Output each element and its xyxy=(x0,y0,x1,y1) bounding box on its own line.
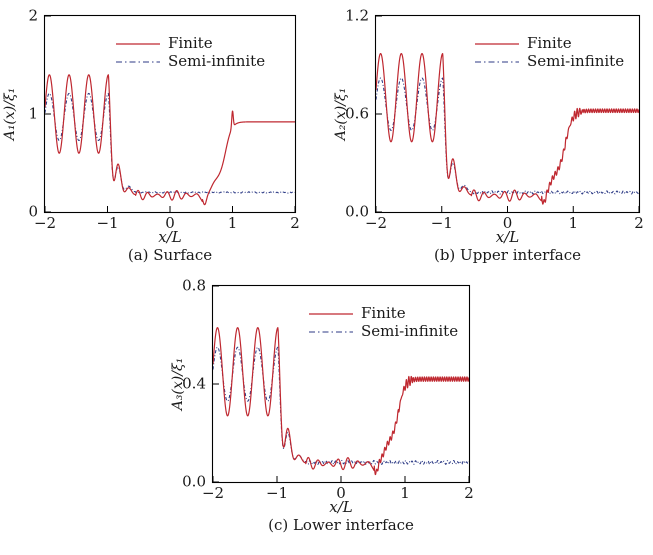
y-tick-label: 0.0 xyxy=(182,472,206,491)
x-axis-label: x/L xyxy=(329,498,353,516)
plot-frame xyxy=(374,14,641,214)
panel-upper-interface: A₂(x)/ξ₁ x/L (b) Upper interface Finite … xyxy=(330,0,653,270)
x-tick-label: 1 xyxy=(400,484,410,502)
semi-infinite-line-swatch xyxy=(116,60,160,63)
y-tick-label: 0.6 xyxy=(345,104,369,123)
legend-label-finite: Finite xyxy=(361,304,406,322)
x-tick-label: −1 xyxy=(96,214,119,232)
x-tick-label: −2 xyxy=(364,214,388,232)
x-tick-label: 2 xyxy=(634,214,644,232)
y-tick-label: 0.4 xyxy=(182,374,206,393)
y-tick-label: 2 xyxy=(28,6,38,25)
legend: Finite Semi-infinite xyxy=(474,35,624,70)
x-tick-label: 0 xyxy=(336,484,346,502)
series-semi-infinite-line xyxy=(45,92,295,194)
x-axis-label: x/L xyxy=(158,228,182,246)
y-tick-label: 1.2 xyxy=(345,6,369,25)
legend: Finite Semi-infinite xyxy=(308,305,458,340)
x-tick-label: 2 xyxy=(464,484,474,502)
series-finite-line xyxy=(45,74,295,206)
y-tick-label: 0 xyxy=(28,202,38,221)
chart-caption: (b) Upper interface xyxy=(433,246,582,264)
y-tick-label: 1 xyxy=(28,104,38,123)
chart-caption: (a) Surface xyxy=(127,246,213,264)
series-semi-infinite-line xyxy=(213,346,469,465)
y-tick-label: 0.0 xyxy=(345,202,369,221)
legend-label-finite: Finite xyxy=(527,34,572,52)
legend-item-finite: Finite xyxy=(474,35,624,52)
x-tick-label: 0 xyxy=(165,214,175,232)
x-tick-label: −2 xyxy=(201,484,225,502)
x-tick-label: 1 xyxy=(227,214,238,232)
legend-label-semi-infinite: Semi-infinite xyxy=(527,52,625,70)
semi-infinite-line-swatch xyxy=(309,330,353,333)
x-axis-label: x/L xyxy=(495,228,520,246)
legend-item-finite: Finite xyxy=(308,305,458,322)
x-tick-label: −2 xyxy=(33,214,57,232)
finite-line-swatch xyxy=(475,42,519,45)
x-tick-label: 1 xyxy=(568,214,579,232)
legend-label-semi-infinite: Semi-infinite xyxy=(361,322,459,340)
plot-area-surface xyxy=(43,14,297,214)
legend-label-semi-infinite: Semi-infinite xyxy=(168,52,266,70)
x-tick-label: 2 xyxy=(290,214,300,232)
semi-infinite-line-swatch xyxy=(475,60,519,63)
finite-line-swatch xyxy=(309,312,353,315)
legend-label-finite: Finite xyxy=(168,34,213,52)
legend-item-semi-infinite: Semi-infinite xyxy=(115,53,265,70)
plot-area-upper-interface xyxy=(374,14,641,214)
x-tick-label: −1 xyxy=(430,214,453,232)
panel-surface: A₁(x)/ξ₁ x/L (a) Surface Finite Semi-inf… xyxy=(0,0,330,270)
panel-lower-interface: A₃(x)/ξ₁ x/L (c) Lower interface Finite … xyxy=(150,270,495,555)
legend: Finite Semi-infinite xyxy=(115,35,265,70)
legend-item-finite: Finite xyxy=(115,35,265,52)
x-tick-label: −1 xyxy=(265,484,289,502)
plot-frame xyxy=(43,14,297,214)
y-tick-label: 0.8 xyxy=(182,276,206,295)
series-finite-line xyxy=(376,52,639,205)
series-finite-line xyxy=(213,327,469,476)
series-semi-infinite-line xyxy=(376,77,639,195)
chart-caption: (c) Lower interface xyxy=(268,516,414,534)
plot-area-lower-interface xyxy=(211,284,471,484)
y-axis-label: A₁(x)/ξ₁ xyxy=(2,87,18,141)
legend-item-semi-infinite: Semi-infinite xyxy=(308,323,458,340)
legend-item-semi-infinite: Semi-infinite xyxy=(474,53,624,70)
plot-frame xyxy=(211,284,471,484)
finite-line-swatch xyxy=(116,42,160,45)
x-tick-label: 0 xyxy=(502,214,513,232)
